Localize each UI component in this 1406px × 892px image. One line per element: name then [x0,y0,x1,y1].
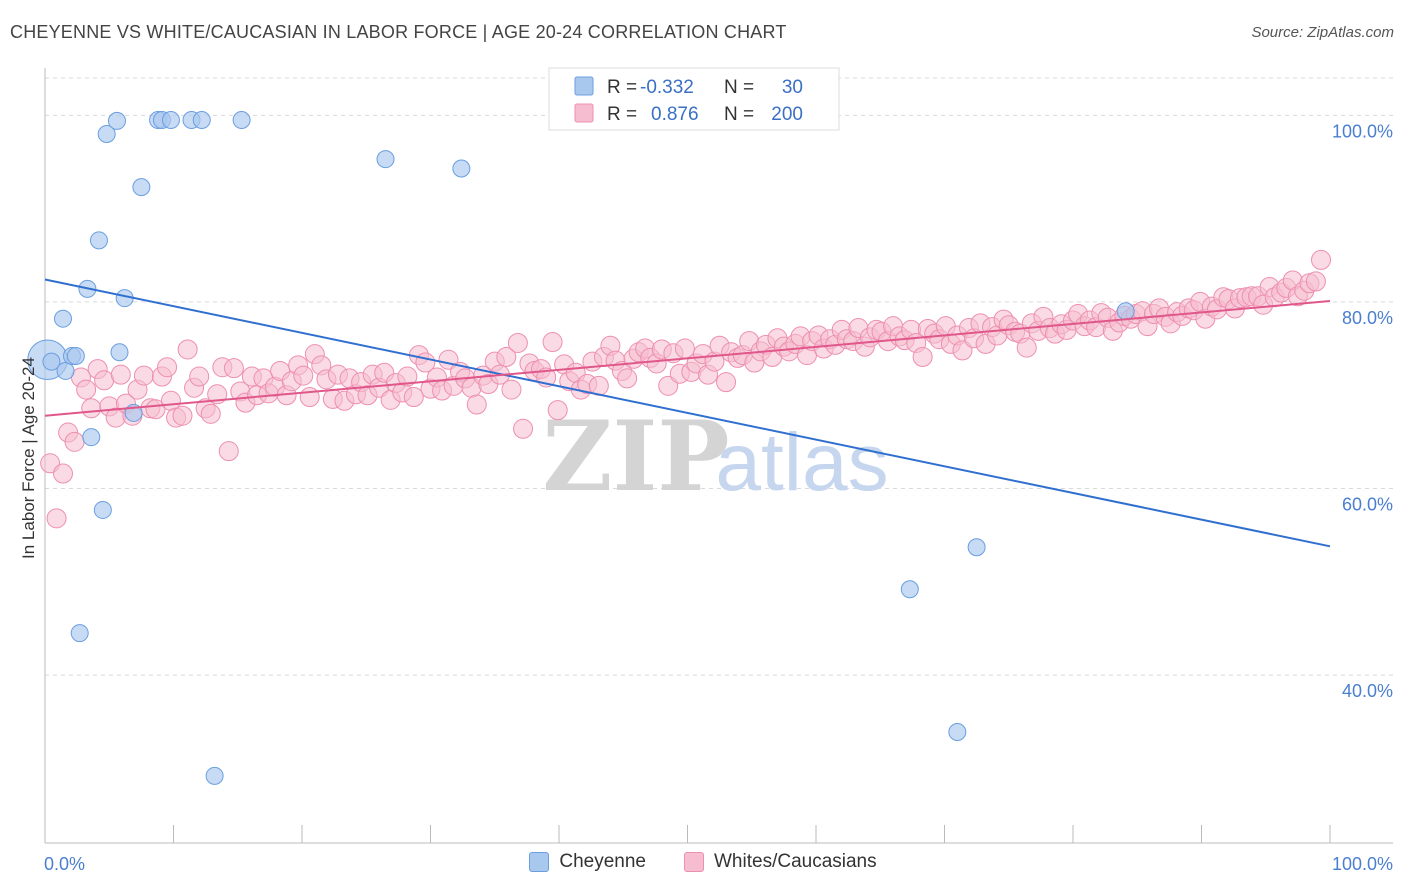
whites-caucasians-point [76,379,97,400]
whites-caucasians-point [64,431,85,452]
whites-caucasians-point [1305,271,1326,292]
whites-caucasians-point [52,463,73,484]
cheyenne-point [82,428,101,447]
cheyenne-point [161,110,180,129]
whites-caucasians-point [716,372,737,393]
legend-label-whites: Whites/Caucasians [714,851,877,872]
whites-caucasians-point [617,368,638,389]
whites-caucasians-point [133,365,154,386]
legend-box [548,67,840,131]
x-tick-label-min: 0.0% [44,854,85,874]
x-tick-labels: 0.0% 100.0% [44,854,1393,874]
legend-n-label-2: N = [724,104,754,125]
cheyenne-point [232,110,251,129]
x-tick-label-max: 100.0% [1332,854,1393,874]
whites-caucasians-point [1311,249,1332,270]
whites-caucasians-point [513,418,534,439]
whites-caucasians-point [157,357,178,378]
trend-lines [44,278,1331,548]
cheyenne-point [948,722,967,741]
watermark-atlas: atlas [715,417,888,508]
legend-r-label-1: R = [607,77,637,98]
watermark: ZIP atlas [542,400,888,513]
whites-caucasians-point [94,370,115,391]
whites-caucasians-point [1016,337,1037,358]
y-tick-labels: 40.0% 60.0% 80.0% 100.0% [1332,121,1393,701]
legend-swatch-whites [574,103,594,123]
whites-caucasians-point [501,379,522,400]
whites-caucasians-points [40,249,1332,529]
legend-r-label-2: R = [607,104,637,125]
whites-caucasians-point [952,340,973,361]
whites-caucasians-point [46,508,67,529]
whites-caucasians-point [542,332,563,353]
whites-caucasians-point [293,365,314,386]
whites-caucasians-point [177,339,198,360]
cheyenne-point [205,766,224,785]
legend-r-value-2: 0.876 [651,104,699,125]
cheyenne-point [66,347,85,366]
cheyenne-point [42,352,61,371]
cheyenne-point [110,343,129,362]
cheyenne-point [70,624,89,643]
whites-caucasians-point [81,398,102,419]
cheyenne-point [452,159,471,178]
whites-caucasians-point [299,387,320,408]
legend-item-whites[interactable]: Whites/Caucasians [684,851,877,873]
whites-caucasians-point [189,366,210,387]
whites-caucasians-point [547,400,568,421]
whites-caucasians-point [218,441,239,462]
cheyenne-point [1116,302,1135,321]
whites-caucasians-point [110,364,131,385]
cheyenne-point [97,124,116,143]
source-label: Source: ZipAtlas.com [1251,24,1394,41]
legend-label-cheyenne: Cheyenne [559,851,646,872]
series-legend: Cheyenne Whites/Caucasians [0,851,1406,873]
whites-caucasians-point [466,394,487,415]
cheyenne-swatch [529,852,550,872]
whites-caucasians-point [496,346,517,367]
legend-n-label-1: N = [724,77,754,98]
y-tick-label: 40.0% [1342,681,1393,701]
whites-caucasians-point [172,405,193,426]
whites-caucasians-point [658,375,679,396]
y-axis-label: In Labor Force | Age 20-24 [19,357,38,559]
whites-trend-line [44,299,1331,417]
legend-r-value-1: -0.332 [640,77,694,98]
legend-swatch-cheyenne [574,76,594,96]
whites-caucasians-point [403,387,424,408]
cheyenne-trend-line [44,278,1331,548]
cheyenne-point [900,580,919,599]
cheyenne-point [376,150,395,169]
cheyenne-point [132,178,151,197]
cheyenne-point [93,500,112,519]
legend-item-cheyenne[interactable]: Cheyenne [529,851,646,873]
whites-caucasians-point [223,358,244,379]
y-tick-label: 100.0% [1332,121,1393,141]
cheyenne-point [967,538,986,557]
whites-caucasians-point [507,332,528,353]
legend-n-value-2: 200 [771,104,803,125]
cheyenne-point [56,361,75,380]
cheyenne-point [107,111,126,130]
cheyenne-point [53,309,72,328]
watermark-zip: ZIP [542,400,729,513]
whites-caucasians-point [397,366,418,387]
correlation-legend: R = -0.332 N = 30 R = 0.876 N = 200 [548,67,840,131]
chart-title: CHEYENNE VS WHITE/CAUCASIAN IN LABOR FOR… [10,22,787,42]
cheyenne-point [192,110,211,129]
whites-caucasians-point [200,403,221,424]
legend-n-value-1: 30 [782,77,803,98]
cheyenne-point [89,231,108,250]
y-tick-label: 80.0% [1342,308,1393,328]
y-tick-label: 60.0% [1342,494,1393,514]
whites-caucasians-point [912,346,933,367]
whites-swatch [684,852,704,872]
